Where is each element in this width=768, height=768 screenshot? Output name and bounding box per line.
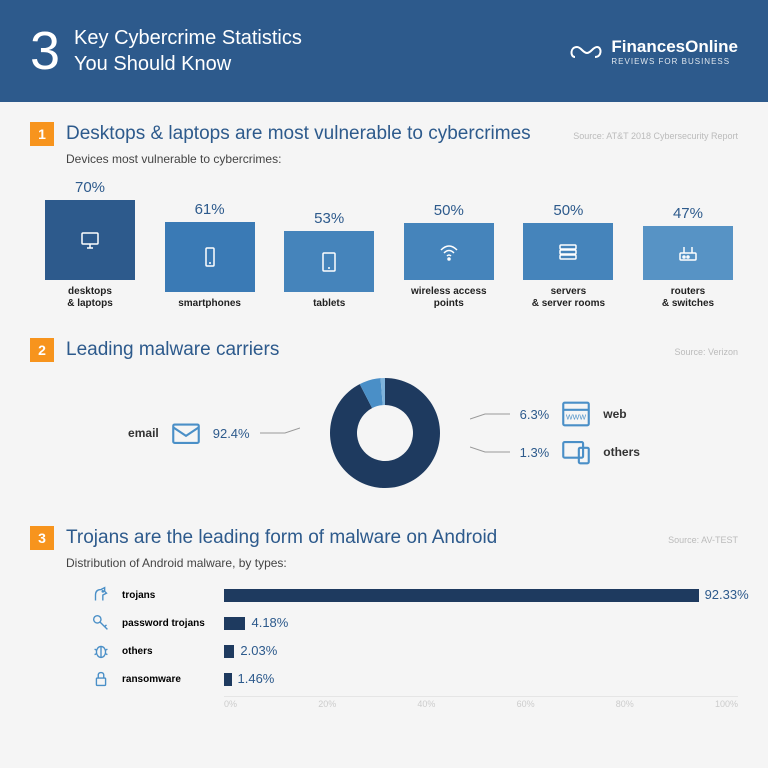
bar-percent: 47% — [673, 205, 703, 222]
section-1-subtitle: Devices most vulnerable to cybercrimes: — [66, 152, 738, 166]
bar-item: 50% servers& server rooms — [518, 202, 618, 310]
hbar-row: password trojans 4.18% — [90, 612, 738, 634]
hbar-fill — [224, 617, 245, 630]
section-1: 1 Desktops & laptops are most vulnerable… — [30, 122, 738, 310]
section-2: 2 Leading malware carriers Source: Veriz… — [30, 338, 738, 498]
hbar-value: 2.03% — [240, 643, 277, 658]
bar-fill — [643, 226, 733, 280]
hbar-value: 4.18% — [251, 615, 288, 630]
hbar-fill — [224, 645, 234, 658]
hbar-row: ransomware 1.46% — [90, 668, 738, 690]
donut-label-others: 1.3% others — [470, 435, 640, 469]
bar-fill — [404, 223, 494, 280]
hbar-row: others 2.03% — [90, 640, 738, 662]
hbar-label: password trojans — [122, 618, 214, 629]
section-3-title: Trojans are the leading form of malware … — [66, 527, 656, 549]
header-left: 3 Key Cybercrime Statistics You Should K… — [30, 24, 302, 78]
bar-label: wireless accesspoints — [411, 286, 487, 310]
bar-percent: 70% — [75, 179, 105, 196]
hbar-axis: 0%20%40%60%80%100% — [224, 696, 738, 709]
header: 3 Key Cybercrime Statistics You Should K… — [0, 0, 768, 102]
bar-percent: 61% — [195, 201, 225, 218]
bar-item: 53% tablets — [279, 210, 379, 310]
section-2-title: Leading malware carriers — [66, 339, 662, 361]
hbar-track: 2.03% — [224, 645, 738, 658]
hbar-value: 1.46% — [238, 671, 275, 686]
hbar-fill — [224, 589, 699, 602]
bar-percent: 53% — [314, 210, 344, 227]
bar-item: 50% wireless accesspoints — [399, 202, 499, 310]
bar-label: smartphones — [178, 298, 241, 310]
badge-3: 3 — [30, 526, 54, 550]
bar-item: 70% desktops& laptops — [40, 179, 140, 310]
cloud-infinity-icon — [567, 39, 603, 63]
donut-svg — [320, 368, 450, 498]
bar-item: 47% routers& switches — [638, 205, 738, 310]
malware-donut-chart: email 92.4% 6.3% WWW web 1.3% others — [30, 368, 738, 498]
brand-logo: FinancesOnline REVIEWS FOR BUSINESS — [567, 37, 738, 66]
badge-1: 1 — [30, 122, 54, 146]
hbar-label: others — [122, 646, 214, 657]
bar-label: desktops& laptops — [67, 286, 113, 310]
content: 1 Desktops & laptops are most vulnerable… — [0, 102, 768, 757]
section-3-subtitle: Distribution of Android malware, by type… — [66, 556, 738, 570]
connector-line — [260, 423, 300, 443]
svg-text:WWW: WWW — [566, 414, 586, 422]
donut-label-web: 6.3% WWW web — [470, 397, 640, 431]
donut-label-email: email 92.4% — [128, 416, 300, 450]
bar-item: 61% smartphones — [160, 201, 260, 310]
bar-label: servers& server rooms — [532, 286, 605, 310]
vulnerability-bar-chart: 70% desktops& laptops 61% smartphones 53% tab… — [40, 180, 738, 310]
header-title: Key Cybercrime Statistics You Should Kno… — [74, 25, 302, 77]
bar-percent: 50% — [553, 202, 583, 219]
hbar-fill — [224, 673, 232, 686]
devices-icon — [559, 435, 593, 469]
mail-icon — [169, 416, 203, 450]
bar-fill — [165, 222, 255, 292]
hbar-value: 92.33% — [705, 587, 749, 602]
header-number: 3 — [30, 24, 60, 78]
section-1-title: Desktops & laptops are most vulnerable t… — [66, 123, 561, 145]
section-3: 3 Trojans are the leading form of malwar… — [30, 526, 738, 709]
brand-name: FinancesOnline — [611, 37, 738, 57]
hbar-label: trojans — [122, 590, 214, 601]
connector-line — [470, 404, 510, 424]
bar-fill — [523, 223, 613, 280]
android-malware-hbar-chart: trojans 92.33% password trojans 4.18% others… — [90, 584, 738, 690]
section-1-source: Source: AT&T 2018 Cybersecurity Report — [573, 131, 738, 141]
connector-line — [470, 442, 510, 462]
bar-label: tablets — [313, 298, 345, 310]
section-3-source: Source: AV-TEST — [668, 535, 738, 545]
bar-fill — [284, 231, 374, 292]
bar-label: routers& switches — [662, 286, 714, 310]
hbar-label: ransomware — [122, 674, 214, 685]
browser-icon: WWW — [559, 397, 593, 431]
badge-2: 2 — [30, 338, 54, 362]
hbar-track: 92.33% — [224, 589, 738, 602]
hbar-track: 1.46% — [224, 673, 738, 686]
bar-percent: 50% — [434, 202, 464, 219]
bar-fill — [45, 200, 135, 280]
hbar-track: 4.18% — [224, 617, 738, 630]
brand-tagline: REVIEWS FOR BUSINESS — [611, 57, 738, 66]
hbar-row: trojans 92.33% — [90, 584, 738, 606]
section-2-source: Source: Verizon — [674, 347, 738, 357]
